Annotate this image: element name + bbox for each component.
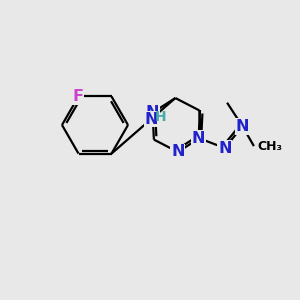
Text: N: N (236, 119, 249, 134)
Text: N: N (192, 130, 205, 146)
Text: N: N (218, 141, 232, 156)
Text: N: N (146, 105, 159, 120)
Text: N: N (144, 112, 158, 127)
Text: N: N (171, 145, 184, 160)
Text: H: H (154, 110, 166, 124)
Text: F: F (71, 88, 82, 103)
Text: CH₃: CH₃ (257, 140, 282, 153)
Text: F: F (72, 89, 83, 104)
